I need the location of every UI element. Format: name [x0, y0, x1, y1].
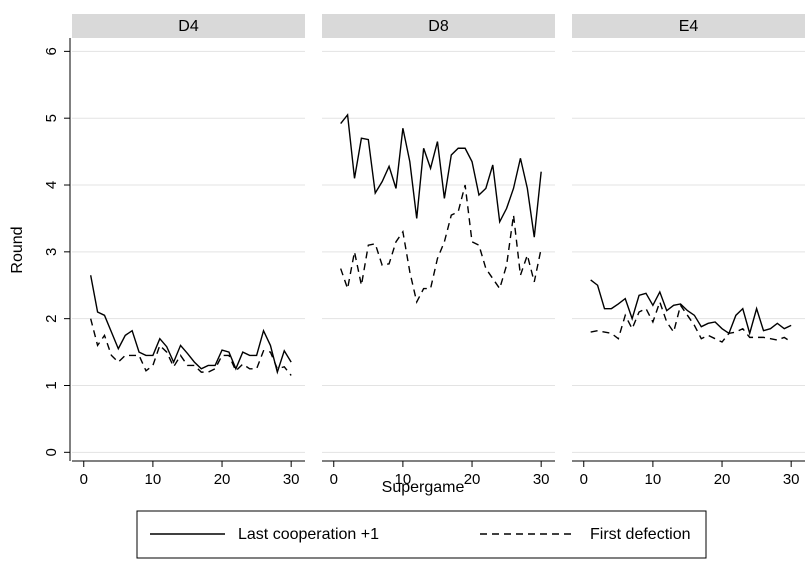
x-tick-label: 0: [580, 471, 588, 488]
y-tick-label: 1: [43, 381, 60, 389]
panel-title: D8: [428, 18, 449, 35]
x-axis-title: Supergame: [382, 479, 465, 496]
series-line: [340, 184, 542, 304]
x-tick-label: 20: [714, 471, 731, 488]
series-line: [590, 279, 792, 336]
x-tick-label: 0: [330, 471, 338, 488]
y-tick-label: 6: [43, 47, 60, 55]
legend-box: [136, 510, 707, 559]
x-tick-label: 30: [783, 471, 800, 488]
x-tick-label: 10: [395, 471, 412, 488]
x-tick-label: 10: [645, 471, 662, 488]
x-tick-label: 0: [80, 471, 88, 488]
x-tick-label: 20: [214, 471, 231, 488]
x-tick-label: 20: [464, 471, 481, 488]
series-line: [340, 113, 542, 238]
series-line: [590, 299, 792, 343]
y-axis-title: Round: [9, 226, 26, 273]
y-tick-label: 2: [43, 314, 60, 322]
panel-header: [572, 14, 805, 38]
series-line: [89, 275, 292, 375]
y-tick-label: 3: [43, 248, 60, 256]
panel-title: E4: [679, 18, 699, 35]
legend-label: Last cooperation +1: [238, 526, 379, 543]
panel-header: [72, 14, 305, 38]
x-tick-label: 10: [145, 471, 162, 488]
y-tick-label: 4: [43, 181, 60, 189]
x-tick-label: 30: [533, 471, 550, 488]
panel-title: D4: [178, 18, 199, 35]
series-line: [89, 318, 292, 376]
legend-label: First defection: [590, 526, 690, 543]
panel-header: [322, 14, 555, 38]
x-tick-label: 30: [283, 471, 300, 488]
y-tick-label: 0: [43, 448, 60, 456]
y-tick-label: 5: [43, 114, 60, 122]
